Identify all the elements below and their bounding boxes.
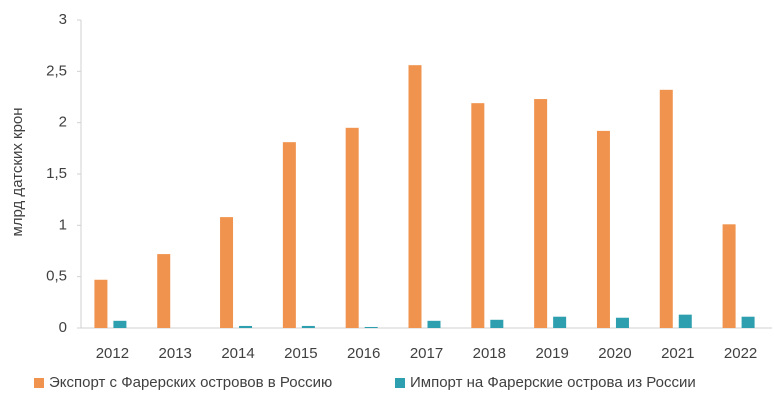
y-tick-label: 2,5 bbox=[46, 62, 67, 79]
legend-label: Импорт на Фарерские острова из России bbox=[410, 374, 696, 391]
bar bbox=[220, 217, 234, 328]
bar bbox=[427, 320, 441, 328]
bar bbox=[678, 314, 692, 328]
y-tick-label: 1,5 bbox=[46, 165, 67, 182]
legend-swatch bbox=[34, 378, 44, 388]
bar bbox=[239, 325, 253, 328]
x-tick-label: 2012 bbox=[96, 345, 129, 362]
x-tick-label: 2018 bbox=[473, 345, 506, 362]
x-tick-label: 2015 bbox=[284, 345, 317, 362]
bar bbox=[471, 103, 485, 328]
bar bbox=[553, 316, 567, 328]
bar bbox=[408, 65, 422, 328]
x-tick-label: 2021 bbox=[661, 345, 694, 362]
bar bbox=[596, 130, 610, 328]
y-tick-label: 0 bbox=[59, 319, 67, 336]
bar bbox=[113, 320, 127, 328]
bar bbox=[534, 99, 548, 328]
bar bbox=[615, 317, 629, 328]
x-tick-label: 2022 bbox=[724, 345, 757, 362]
bar bbox=[659, 89, 673, 329]
y-tick-label: 1 bbox=[59, 216, 67, 233]
y-tick-label: 0,5 bbox=[46, 268, 67, 285]
bar bbox=[94, 279, 108, 328]
x-tick-label: 2019 bbox=[535, 345, 568, 362]
y-axis-label: млрд датских крон bbox=[9, 107, 26, 236]
bar bbox=[282, 142, 296, 328]
bar bbox=[722, 224, 736, 328]
legend-swatch bbox=[395, 378, 405, 388]
x-tick-label: 2014 bbox=[221, 345, 254, 362]
legend-label: Экспорт с Фарерских островов в Россию bbox=[49, 374, 332, 391]
x-tick-label: 2016 bbox=[347, 345, 380, 362]
y-tick-label: 2 bbox=[59, 114, 67, 131]
bar bbox=[301, 325, 315, 328]
bar bbox=[157, 254, 171, 328]
x-tick-label: 2020 bbox=[598, 345, 631, 362]
y-tick-label: 3 bbox=[59, 11, 67, 28]
bar bbox=[490, 319, 504, 328]
x-tick-label: 2017 bbox=[410, 345, 443, 362]
x-tick-label: 2013 bbox=[159, 345, 192, 362]
bar bbox=[741, 316, 755, 328]
bar bbox=[345, 127, 359, 328]
bar bbox=[364, 326, 378, 328]
